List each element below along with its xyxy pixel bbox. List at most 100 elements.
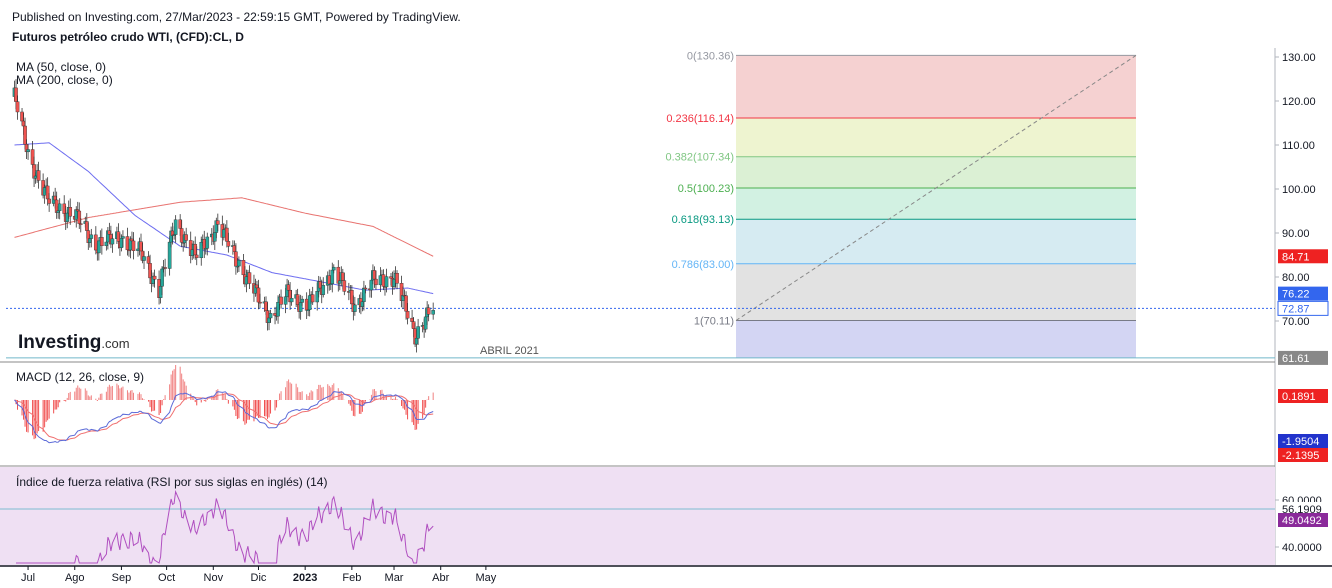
candle-up — [89, 234, 94, 239]
fib-level-label: 0.786(83.00) — [672, 259, 734, 271]
candle-down — [247, 272, 252, 284]
price-badge-ma200-label: 84.71 — [1282, 251, 1310, 263]
fibonacci-retracement: 0(130.36) 0.236(116.14) 0.382(107.34) 0.5(1… — [666, 50, 1137, 358]
candle-down — [78, 223, 83, 225]
rsi-tick-label: 40.0000 — [1282, 542, 1322, 554]
price-badge-last-label: 72.87 — [1282, 303, 1310, 315]
fib-level-label: 1(70.11) — [694, 316, 734, 328]
macd-line — [14, 391, 434, 444]
candle-up — [26, 149, 30, 153]
price-badge-last — [1277, 300, 1329, 316]
candle-up — [353, 304, 357, 312]
rsi-badge-level-label: 56.1909 — [1282, 504, 1322, 516]
candle-up — [431, 310, 435, 315]
candlesticks — [12, 79, 435, 353]
macd-badge-histogram-label: 0.1891 — [1282, 391, 1316, 403]
price-badge-level-label: 61.61 — [1282, 353, 1310, 365]
time-tick-label: Ago — [65, 572, 85, 584]
candle-down — [36, 170, 41, 181]
candle-up — [268, 313, 273, 319]
price-badges: 84.71 76.22 72.87 61.61 0.1891 -1.9504 -2.1395… — [1277, 249, 1329, 527]
fib-trend-line — [735, 54, 1137, 321]
ma200-legend: MA (200, close, 0) — [16, 73, 113, 87]
candle-down — [15, 101, 20, 113]
candle-down — [363, 287, 368, 290]
fib-zone — [736, 320, 1136, 358]
fib-zone — [736, 55, 1136, 118]
candle-down — [426, 307, 431, 315]
candle-down — [163, 267, 167, 269]
price-badge-level — [1278, 350, 1328, 365]
time-tick-label: Feb — [342, 572, 361, 584]
candle-down — [68, 207, 73, 217]
candle-down — [216, 220, 220, 225]
time-axis: Jul Ago Sep Oct Nov Dic 2023 Feb Mar Abr May — [0, 565, 1332, 584]
candle-up — [289, 298, 294, 303]
macd-badge-macd — [1278, 434, 1328, 448]
macd-badge-macd-label: -1.9504 — [1282, 436, 1319, 448]
time-tick-label: Jul — [21, 572, 35, 584]
candle-up — [173, 219, 178, 235]
candle-down — [194, 254, 199, 259]
candle-up — [110, 238, 115, 245]
price-tick-label: 130.00 — [1282, 52, 1316, 64]
rsi-line — [16, 489, 434, 565]
fib-level-label: 0.236(116.14) — [666, 113, 734, 125]
time-tick-label: May — [475, 572, 496, 584]
time-tick-label: 2023 — [293, 572, 317, 584]
ma200-line — [14, 197, 434, 257]
fib-level-label: 0(130.36) — [687, 50, 734, 62]
candle-down — [184, 234, 188, 241]
fib-level-label: 0.5(100.23) — [678, 183, 734, 195]
candle-down — [374, 278, 378, 286]
macd-badge-histogram — [1278, 389, 1328, 403]
candle-down — [395, 272, 399, 284]
ma50-legend: MA (50, close, 0) — [16, 60, 106, 74]
time-tick-label: Abr — [432, 572, 449, 584]
macd-pane — [14, 365, 434, 444]
candle-down — [310, 294, 315, 303]
price-axis: 130.00 120.00 110.00 100.00 90.00 80.00 70.00 — [0, 48, 1316, 565]
candle-down — [152, 275, 157, 280]
time-tick-label: Oct — [158, 572, 175, 584]
price-tick-label: 100.00 — [1282, 184, 1316, 196]
macd-badge-signal-label: -2.1395 — [1282, 450, 1319, 462]
macd-signal-line — [14, 393, 434, 441]
time-tick-label: Dic — [251, 572, 267, 584]
published-notice: Published on Investing.com, 27/Mar/2023 … — [12, 10, 461, 24]
price-tick-label: 120.00 — [1282, 96, 1316, 108]
rsi-badge-value-label: 49.0492 — [1282, 515, 1322, 527]
macd-title: MACD (12, 26, close, 9) — [16, 370, 144, 384]
rsi-badge-level — [1278, 501, 1328, 516]
candle-up — [300, 298, 304, 303]
candle-down — [342, 280, 347, 292]
fib-zone — [736, 187, 1136, 220]
candle-down — [279, 296, 283, 305]
price-tick-label: 110.00 — [1282, 140, 1315, 152]
fib-level-label: 0.382(107.34) — [666, 152, 735, 164]
candle-up — [384, 276, 389, 288]
fib-zone — [736, 263, 1136, 321]
investing-logo: Investing.com — [18, 332, 130, 353]
candle-down — [100, 237, 104, 247]
candle-up — [205, 236, 210, 249]
logo-suffix: .com — [101, 336, 129, 351]
price-badge-ma50-label: 76.22 — [1282, 289, 1310, 301]
time-tick-label: Mar — [385, 572, 404, 584]
candle-up — [321, 285, 326, 295]
candle-up — [57, 203, 62, 211]
macd-badge-signal — [1278, 448, 1328, 462]
fib-level-label: 0.618(93.13) — [672, 214, 734, 226]
price-badge-ma200 — [1278, 249, 1328, 264]
candle-up — [331, 266, 336, 271]
logo-brand: Investing — [18, 332, 101, 353]
annotation-label: ABRIL 2021 — [480, 345, 539, 357]
rsi-title: Índice de fuerza relativa (RSI por sus s… — [16, 474, 327, 489]
candle-up — [416, 326, 420, 339]
candle-down — [47, 198, 51, 204]
price-tick-label: 90.00 — [1282, 228, 1310, 240]
candle-down — [405, 310, 410, 319]
candle-down — [258, 301, 262, 304]
